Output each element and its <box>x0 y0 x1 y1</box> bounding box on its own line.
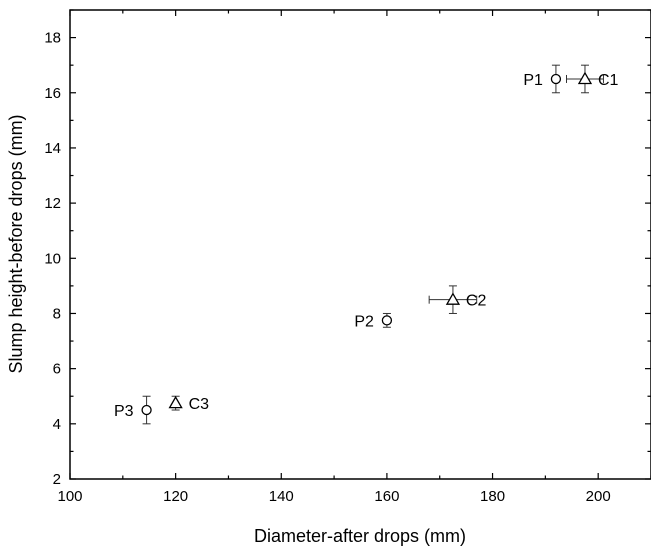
data-point-p1: P1 <box>523 64 562 94</box>
x-tick-labels: 100 120 140 160 180 200 <box>57 488 610 505</box>
y-tick-label: 12 <box>44 195 61 212</box>
data-points: P1 C1 P2 C2 P3 C3 <box>114 64 619 425</box>
point-label: C1 <box>598 72 619 89</box>
y-tick-label: 8 <box>53 305 61 322</box>
y-tick-label: 14 <box>44 140 61 157</box>
data-point-p2: P2 <box>354 312 393 330</box>
point-label: C3 <box>189 396 210 413</box>
point-label: P3 <box>114 403 134 420</box>
x-tick-label: 120 <box>163 488 188 505</box>
y-tick-label: 2 <box>53 471 61 488</box>
y-tick-label: 10 <box>44 250 61 267</box>
y-tick-label: 6 <box>53 361 61 378</box>
triangle-marker <box>577 71 593 85</box>
data-point-c1: C1 <box>565 64 619 94</box>
data-point-c3: C3 <box>168 395 210 413</box>
y-tick-labels: 2 4 6 8 10 12 14 16 18 <box>44 30 61 488</box>
point-label: P1 <box>523 72 543 89</box>
circle-marker <box>141 404 152 416</box>
triangle-marker <box>445 292 461 305</box>
x-tick-label: 140 <box>269 488 294 505</box>
circle-marker <box>550 73 562 85</box>
x-axis-title: Diameter-after drops (mm) <box>254 526 466 546</box>
y-axis-title: Slump height-before drops (mm) <box>6 114 26 373</box>
x-tick-label: 180 <box>480 488 505 505</box>
data-point-c2: C2 <box>428 285 487 314</box>
circle-marker <box>381 315 393 326</box>
axis-ticks <box>69 9 651 480</box>
plot-frame <box>69 9 651 480</box>
data-point-p3: P3 <box>114 395 152 425</box>
point-label: P2 <box>354 313 374 330</box>
y-tick-label: 16 <box>44 85 61 102</box>
point-label: C2 <box>466 293 487 310</box>
x-tick-label: 200 <box>586 488 611 505</box>
triangle-marker <box>168 395 183 409</box>
x-tick-label: 160 <box>374 488 399 505</box>
y-tick-label: 4 <box>53 416 61 433</box>
y-tick-label: 18 <box>44 30 61 47</box>
x-tick-label: 100 <box>57 488 82 505</box>
